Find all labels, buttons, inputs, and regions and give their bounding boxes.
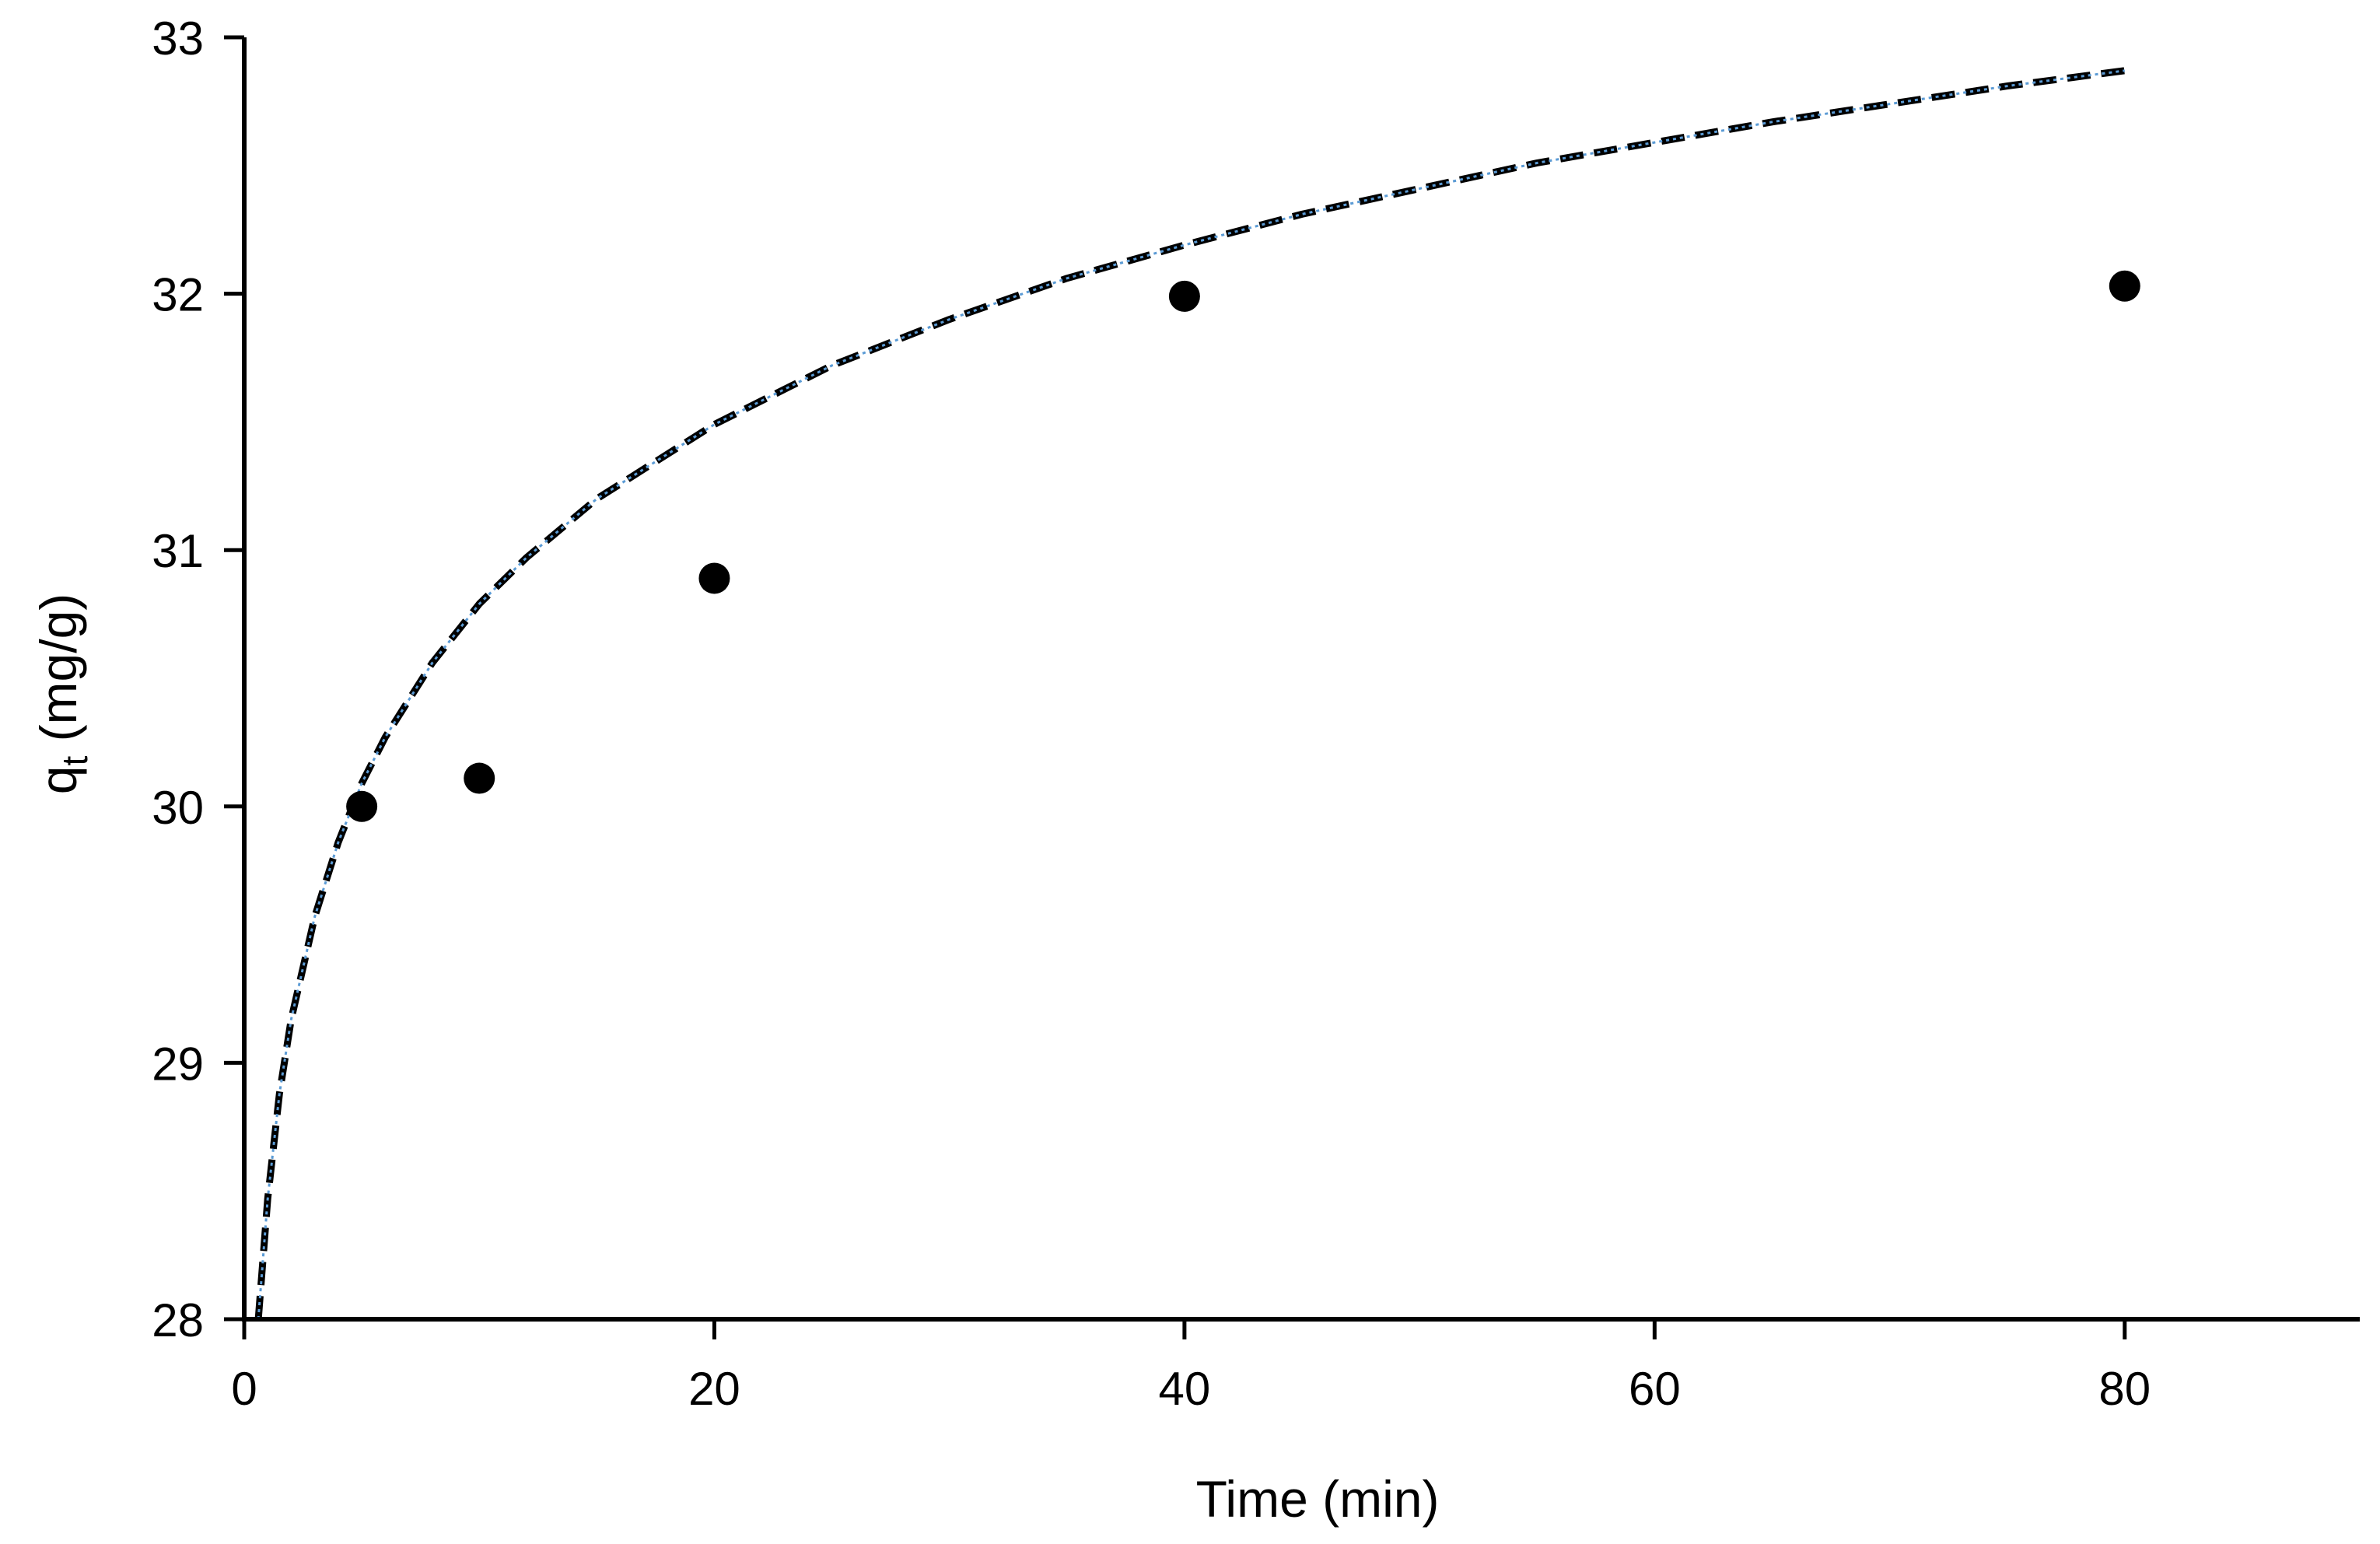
y-axis-title-subscript: t bbox=[54, 756, 95, 766]
y-axis-title-unit: (mg/g) bbox=[30, 593, 87, 756]
x-tick-label: 0 bbox=[231, 1363, 257, 1415]
x-axis-title: Time (min) bbox=[1196, 1470, 1440, 1528]
y-tick-label: 32 bbox=[152, 269, 204, 321]
data-point bbox=[698, 562, 730, 594]
x-axis-ticks: 0 20 40 60 80 bbox=[231, 1319, 2151, 1415]
fit-curve-dashed bbox=[254, 67, 2126, 1320]
y-tick-label: 33 bbox=[152, 12, 204, 65]
data-point bbox=[1168, 280, 1200, 312]
y-tick-label: 28 bbox=[152, 1294, 204, 1346]
x-tick-label: 20 bbox=[688, 1363, 740, 1415]
y-axis-ticks: 28 29 30 31 32 33 bbox=[152, 12, 244, 1346]
x-tick-label: 60 bbox=[1629, 1363, 1681, 1415]
y-axis-title: qt (mg/g) bbox=[30, 593, 95, 795]
trendline-dotted bbox=[257, 69, 2125, 1320]
y-tick-label: 31 bbox=[152, 525, 204, 577]
axes: 0 20 40 60 80 28 29 30 31 32 33 bbox=[152, 12, 2360, 1415]
plot-area bbox=[254, 67, 2140, 1320]
data-point bbox=[346, 790, 378, 822]
data-point bbox=[2109, 270, 2140, 302]
x-tick-label: 40 bbox=[1159, 1363, 1211, 1415]
y-tick-label: 29 bbox=[152, 1038, 204, 1090]
x-tick-label: 80 bbox=[2098, 1363, 2151, 1415]
data-point bbox=[464, 762, 495, 794]
y-axis-title-main: q bbox=[30, 766, 87, 795]
y-tick-label: 30 bbox=[152, 782, 204, 834]
